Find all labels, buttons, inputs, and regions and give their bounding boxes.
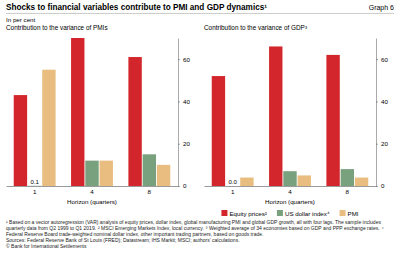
tick-mark xyxy=(376,144,378,145)
bar xyxy=(128,57,141,186)
legend-swatch xyxy=(277,210,283,216)
notes: ¹ Based on a vector autoregression (VAR)… xyxy=(6,219,394,249)
legend-item: US dollar index⁴ xyxy=(277,210,330,217)
y-axis: 0 20 40 60 xyxy=(376,39,388,190)
tick-label: 40 xyxy=(381,98,388,105)
y-axis: 0 20 40 60 xyxy=(178,39,190,190)
tick-mark xyxy=(178,59,180,60)
bar xyxy=(71,38,84,186)
tick-label: 4 xyxy=(90,188,94,195)
graph-number: Graph 6 xyxy=(369,4,394,12)
tick-label: 0 xyxy=(381,182,385,189)
bar xyxy=(269,46,282,186)
copyright: © Bank for International Settlements xyxy=(6,243,394,249)
x-axis-title: Horizon (quarters) xyxy=(67,198,117,205)
axis-line xyxy=(376,39,377,187)
bar xyxy=(212,76,225,186)
panel: Contribution to the variance of PMIs 0.1 0… xyxy=(6,24,190,205)
legend-label: Equity prices² xyxy=(229,210,266,217)
bar xyxy=(283,171,296,186)
tick-mark xyxy=(376,59,378,60)
x-tick: 4 xyxy=(90,186,94,195)
panel: Contribution to the variance of GDP³ 0.0 0… xyxy=(204,24,388,217)
bar xyxy=(42,70,55,186)
x-tick: 1 xyxy=(231,186,235,195)
y-tick: 60 xyxy=(376,56,388,63)
bar xyxy=(14,95,27,186)
y-tick: 0 xyxy=(178,182,187,189)
y-tick: 40 xyxy=(178,98,190,105)
axis-line xyxy=(205,186,377,187)
tick-mark xyxy=(178,101,180,102)
bar xyxy=(326,55,339,186)
footnotes: ¹ Based on a vector autoregression (VAR)… xyxy=(6,219,394,237)
tick-label: 8 xyxy=(148,188,152,195)
tick-label: 60 xyxy=(183,56,190,63)
legend-label: PMI xyxy=(348,210,359,217)
footnote: ³ Weighted average of 34 economies based… xyxy=(206,225,380,231)
title: Shocks to financial variables contribute… xyxy=(6,3,267,12)
legend-item: PMI xyxy=(340,210,359,217)
x-tick: 8 xyxy=(148,186,152,195)
tick-label: 8 xyxy=(346,188,350,195)
y-tick: 40 xyxy=(376,98,388,105)
panel-title: Contribution to the variance of GDP³ xyxy=(204,24,307,31)
data-label: 0.0 xyxy=(228,179,237,185)
x-tick: 8 xyxy=(346,186,350,195)
tick-label: 0 xyxy=(183,182,187,189)
axis-line xyxy=(7,186,179,187)
y-tick: 20 xyxy=(178,140,190,147)
page: Shocks to financial variables contribute… xyxy=(0,0,400,257)
x-axis: 1 4 8 xyxy=(7,186,179,195)
bar xyxy=(85,161,98,186)
tick-label: 4 xyxy=(288,188,292,195)
title-rule xyxy=(6,13,394,14)
bars xyxy=(14,38,171,186)
tick-mark xyxy=(376,101,378,102)
bar xyxy=(100,161,113,186)
bar xyxy=(157,165,170,186)
tick-label: 40 xyxy=(183,98,190,105)
data-label: 0.1 xyxy=(30,179,39,185)
bar xyxy=(143,154,156,186)
legend-swatch xyxy=(221,210,227,216)
bar xyxy=(355,178,368,186)
sources: Sources: Federal Reserve Bank of St Loui… xyxy=(6,237,394,243)
unit: In per cent xyxy=(6,16,36,23)
axis-line xyxy=(178,39,179,187)
chart-canvas: Shocks to financial variables contribute… xyxy=(0,0,400,219)
x-tick: 1 xyxy=(33,186,37,195)
tick-label: 20 xyxy=(381,140,388,147)
bar xyxy=(341,169,354,186)
bar xyxy=(28,185,41,186)
tick-label: 60 xyxy=(381,56,388,63)
legend-label: US dollar index⁴ xyxy=(285,210,330,217)
bar xyxy=(298,175,311,186)
tick-label: 20 xyxy=(183,140,190,147)
legend-item: Equity prices² xyxy=(221,210,266,217)
y-tick: 60 xyxy=(178,56,190,63)
bars xyxy=(212,46,369,186)
y-tick: 0 xyxy=(376,182,385,189)
x-axis-title: Horizon (quarters) xyxy=(265,198,315,205)
tick-label: 1 xyxy=(231,188,235,195)
x-tick: 4 xyxy=(288,186,292,195)
bar xyxy=(226,186,239,187)
tick-mark xyxy=(178,144,180,145)
legend-swatch xyxy=(340,210,346,216)
footnote: ² MSCI Emerging Markets Index, local cur… xyxy=(98,225,204,231)
bar xyxy=(240,178,253,186)
y-tick: 20 xyxy=(376,140,388,147)
panel-title: Contribution to the variance of PMIs xyxy=(6,24,108,31)
x-axis: 1 4 8 xyxy=(205,186,377,195)
tick-label: 1 xyxy=(33,188,37,195)
legend: Equity prices² US dollar index⁴ PMI xyxy=(221,210,358,217)
